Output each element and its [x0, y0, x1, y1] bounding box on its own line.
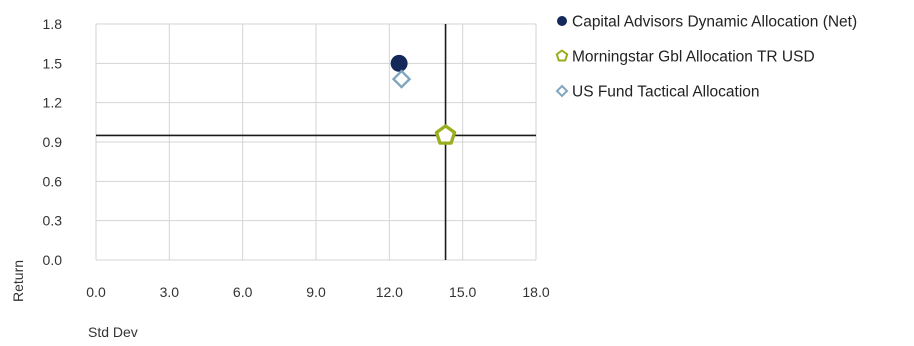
y-tick-label: 1.2	[43, 95, 63, 111]
x-tick-label: 3.0	[160, 284, 180, 300]
x-tick-label: 6.0	[233, 284, 253, 300]
x-tick-label: 0.0	[86, 284, 106, 300]
x-tick-label: 12.0	[376, 284, 403, 300]
legend-item: Morningstar Gbl Allocation TR USD	[555, 49, 815, 66]
legend: Capital Advisors Dynamic Allocation (Net…	[555, 14, 857, 101]
legend-marker-circle	[557, 16, 567, 26]
legend-label: Morningstar Gbl Allocation TR USD	[572, 49, 815, 66]
tick-labels: 0.0 3.0 6.0 9.0 12.0 15.0 18.0 0.0 0.3 0.6 0.9 1.2 1…	[43, 16, 550, 300]
legend-item: US Fund Tactical Allocation	[555, 84, 760, 101]
y-tick-label: 1.8	[43, 16, 63, 32]
legend-marker-pentagon	[555, 49, 569, 62]
data-point-pentagon	[434, 124, 457, 145]
y-tick-label: 0.0	[43, 252, 63, 268]
legend-item: Capital Advisors Dynamic Allocation (Net…	[557, 14, 857, 31]
data-point-circle	[390, 54, 408, 72]
x-tick-label: 15.0	[449, 284, 476, 300]
data-points	[390, 54, 457, 145]
legend-label: US Fund Tactical Allocation	[572, 84, 760, 101]
y-axis-title: Return	[10, 260, 26, 302]
x-axis-title: Std Dev	[88, 324, 138, 340]
grid	[95, 23, 537, 261]
y-tick-label: 0.3	[43, 213, 63, 229]
legend-marker-diamond	[555, 84, 569, 98]
y-tick-label: 1.5	[43, 55, 63, 71]
legend-label: Capital Advisors Dynamic Allocation (Net…	[572, 14, 857, 31]
x-tick-label: 9.0	[306, 284, 326, 300]
data-point-diamond	[391, 69, 412, 89]
y-tick-label: 0.9	[43, 134, 63, 150]
x-tick-label: 18.0	[522, 284, 549, 300]
y-tick-label: 0.6	[43, 173, 63, 189]
